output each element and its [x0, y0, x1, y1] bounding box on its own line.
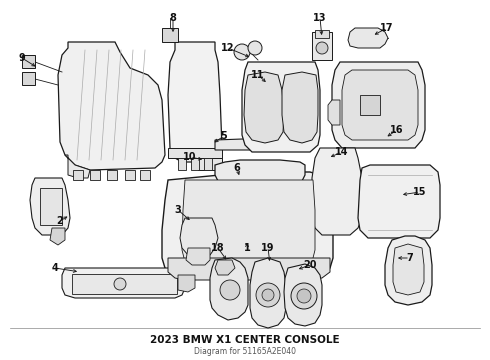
Polygon shape: [125, 170, 135, 180]
Text: 13: 13: [313, 13, 327, 23]
Polygon shape: [210, 258, 248, 320]
Circle shape: [316, 42, 328, 54]
Polygon shape: [50, 228, 65, 245]
Circle shape: [290, 118, 314, 142]
Polygon shape: [328, 100, 340, 125]
Text: 16: 16: [390, 125, 404, 135]
Circle shape: [220, 280, 240, 300]
Text: 2: 2: [57, 216, 63, 226]
Polygon shape: [198, 158, 222, 170]
Text: 7: 7: [407, 253, 414, 263]
Polygon shape: [348, 28, 388, 48]
Text: 15: 15: [413, 187, 427, 197]
Text: 3: 3: [174, 205, 181, 215]
Polygon shape: [180, 218, 218, 255]
Text: 20: 20: [303, 260, 317, 270]
Polygon shape: [242, 62, 320, 152]
Polygon shape: [191, 158, 199, 170]
Text: 11: 11: [251, 70, 265, 80]
Polygon shape: [90, 170, 100, 180]
Polygon shape: [168, 42, 222, 162]
Polygon shape: [250, 258, 286, 328]
Circle shape: [253, 118, 277, 142]
Polygon shape: [162, 172, 333, 278]
Text: 10: 10: [183, 152, 197, 162]
Polygon shape: [30, 178, 70, 235]
Polygon shape: [22, 55, 35, 68]
Polygon shape: [204, 158, 212, 170]
Circle shape: [297, 289, 311, 303]
Circle shape: [234, 44, 250, 60]
Polygon shape: [215, 160, 305, 200]
Text: 6: 6: [234, 163, 241, 173]
Polygon shape: [215, 138, 278, 150]
Text: 2023 BMW X1 CENTER CONSOLE: 2023 BMW X1 CENTER CONSOLE: [150, 335, 340, 345]
Circle shape: [43, 199, 59, 215]
Bar: [312, 32, 332, 60]
Circle shape: [114, 278, 126, 290]
Polygon shape: [393, 244, 424, 295]
Circle shape: [262, 289, 274, 301]
Polygon shape: [178, 158, 186, 170]
Polygon shape: [186, 248, 210, 265]
Polygon shape: [162, 28, 178, 42]
Polygon shape: [342, 70, 418, 140]
Polygon shape: [62, 268, 185, 298]
Text: 17: 17: [380, 23, 394, 33]
Text: 5: 5: [220, 131, 227, 141]
Polygon shape: [73, 170, 83, 180]
Polygon shape: [58, 42, 165, 170]
Text: 19: 19: [261, 243, 275, 253]
Polygon shape: [385, 236, 432, 305]
Polygon shape: [312, 148, 362, 235]
Text: Diagram for 51165A2E040: Diagram for 51165A2E040: [194, 347, 296, 356]
Text: 8: 8: [170, 13, 176, 23]
Circle shape: [256, 283, 280, 307]
Polygon shape: [215, 260, 235, 275]
Bar: [315, 30, 329, 38]
Polygon shape: [282, 72, 318, 143]
Polygon shape: [168, 258, 330, 280]
Text: 14: 14: [335, 147, 349, 157]
Circle shape: [291, 283, 317, 309]
Polygon shape: [140, 170, 150, 180]
Text: 12: 12: [221, 43, 235, 53]
Text: 1: 1: [244, 243, 250, 253]
Polygon shape: [244, 72, 284, 143]
Polygon shape: [168, 148, 222, 158]
Polygon shape: [358, 165, 440, 238]
Bar: [72, 274, 177, 294]
Circle shape: [248, 41, 262, 55]
Polygon shape: [107, 170, 117, 180]
Polygon shape: [22, 72, 35, 85]
Text: 4: 4: [51, 263, 58, 273]
Polygon shape: [284, 264, 322, 326]
Polygon shape: [65, 155, 90, 178]
Polygon shape: [360, 95, 380, 115]
Polygon shape: [178, 275, 195, 292]
Text: 18: 18: [211, 243, 225, 253]
Text: 9: 9: [19, 53, 25, 63]
Polygon shape: [40, 188, 62, 225]
Polygon shape: [182, 180, 315, 268]
Polygon shape: [332, 62, 425, 148]
